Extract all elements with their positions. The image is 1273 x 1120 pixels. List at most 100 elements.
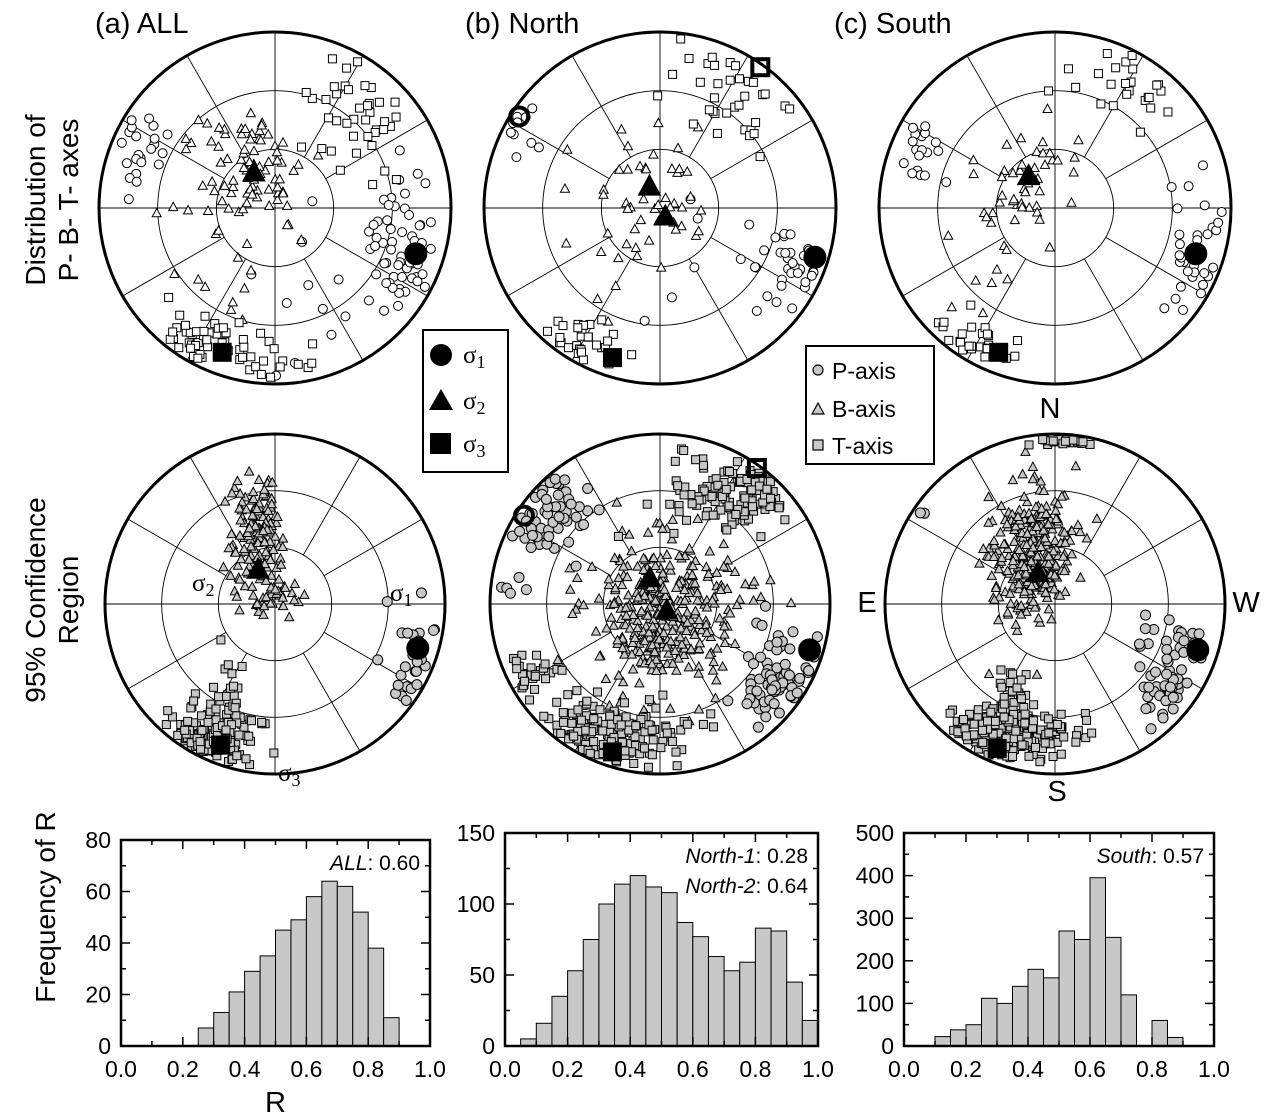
t-axis-point (227, 669, 237, 679)
t-axis-point (999, 699, 1009, 709)
b-axis-point (1039, 159, 1051, 169)
b-axis-point (1018, 491, 1030, 501)
t-axis-point (256, 328, 266, 338)
t-axis-point (1012, 683, 1022, 693)
p-axis-point (157, 148, 168, 159)
b-axis-point (1044, 147, 1056, 158)
b-axis-point (681, 606, 693, 617)
p-axis-point (307, 196, 318, 207)
b-axis-point (1029, 162, 1040, 173)
t-axis-point (774, 503, 784, 513)
t-axis-point (251, 362, 261, 372)
net-spoke (303, 258, 364, 361)
t-axis-point (682, 515, 692, 525)
b-axis-point (626, 648, 638, 659)
t-axis-point (668, 69, 678, 79)
net-spoke (127, 518, 227, 577)
t-axis-point (583, 332, 593, 342)
t-axis-point (161, 720, 171, 730)
t-axis-point (961, 731, 971, 741)
b-axis-point (652, 199, 664, 209)
t-axis-point (1013, 336, 1023, 346)
p-axis-point (520, 584, 532, 596)
t-axis-point (221, 725, 231, 735)
t-axis-point (293, 359, 303, 369)
b-axis-point (256, 119, 268, 130)
b-axis-point (627, 637, 639, 648)
p-axis-point (393, 300, 404, 311)
p-axis-point (933, 145, 944, 156)
b-axis-point (670, 581, 682, 592)
b-axis-point (265, 597, 276, 608)
net-spoke (1082, 456, 1141, 556)
b-axis-point (560, 237, 572, 248)
t-axis-point (578, 355, 588, 365)
p-axis-point (396, 272, 407, 283)
sigma3-marker (602, 742, 622, 762)
p-axis-point (394, 287, 405, 298)
b-axis-point (703, 568, 715, 578)
t-axis-point (647, 750, 657, 760)
b-axis-point (739, 578, 751, 589)
stereonet-south-axes (877, 30, 1233, 386)
b-axis-point (693, 667, 704, 678)
b-axis-point (258, 608, 269, 619)
b-axis-point (627, 663, 639, 674)
t-axis-point (557, 665, 567, 675)
b-axis-point (277, 591, 289, 602)
b-axis-point (634, 677, 645, 688)
t-axis-point (237, 352, 247, 362)
net-spoke (1082, 652, 1141, 752)
t-axis-point (682, 719, 692, 729)
histogram-bar (336, 885, 354, 1047)
p-axis-point (755, 651, 767, 663)
t-axis-point (165, 334, 175, 344)
t-axis-point (542, 326, 552, 336)
t-axis-point (163, 706, 173, 716)
b-axis-point (693, 703, 705, 714)
histogram-south: 0.0 0.2 0.4 0.6 0.8 1.0 0 100 200 300 400 500 South:… (856, 820, 1230, 1082)
b-axis-point (1020, 445, 1031, 456)
b-axis-point (234, 487, 246, 498)
b-axis-point (612, 634, 623, 645)
p-axis-point (770, 232, 781, 243)
b-axis-point (1021, 496, 1033, 507)
histogram-bar (197, 1027, 215, 1047)
b-axis-point (1043, 557, 1055, 568)
p-axis-point (1161, 653, 1173, 665)
b-axis-point (271, 154, 283, 165)
t-axis-point (380, 117, 390, 127)
t-axis-point (691, 455, 701, 465)
b-axis-point (263, 183, 275, 194)
b-axis-point (621, 571, 633, 582)
t-axis-point (211, 704, 221, 714)
p-axis-point (397, 227, 408, 238)
b-axis-point (1010, 618, 1022, 629)
b-axis-point (676, 201, 688, 212)
p-axis-point (412, 276, 423, 287)
t-axis-point (228, 681, 238, 691)
histogram-bar (383, 1017, 400, 1047)
p-axis-point (1163, 614, 1175, 626)
p-axis-point (370, 241, 381, 252)
histogram-bar (1120, 994, 1137, 1047)
b-axis-point (299, 588, 310, 599)
b-axis-point (748, 575, 760, 586)
b-axis-point (694, 619, 705, 629)
b-axis-point (651, 665, 662, 675)
b-axis-point (666, 163, 678, 173)
t-axis-point (1082, 715, 1092, 725)
b-axis-point (235, 514, 246, 525)
histogram-bar (614, 883, 631, 1047)
y-tick-label: 150 (457, 820, 495, 846)
p-axis-point (146, 143, 157, 154)
t-axis-point (1052, 719, 1062, 729)
t-axis-point (246, 716, 256, 726)
x-tick-label: 0.8 (739, 1056, 771, 1082)
b-axis-point (275, 558, 287, 569)
p-axis-point (1157, 712, 1169, 724)
b-axis-point (684, 542, 695, 553)
t-axis-point (709, 93, 719, 103)
b-axis-point (232, 251, 244, 262)
